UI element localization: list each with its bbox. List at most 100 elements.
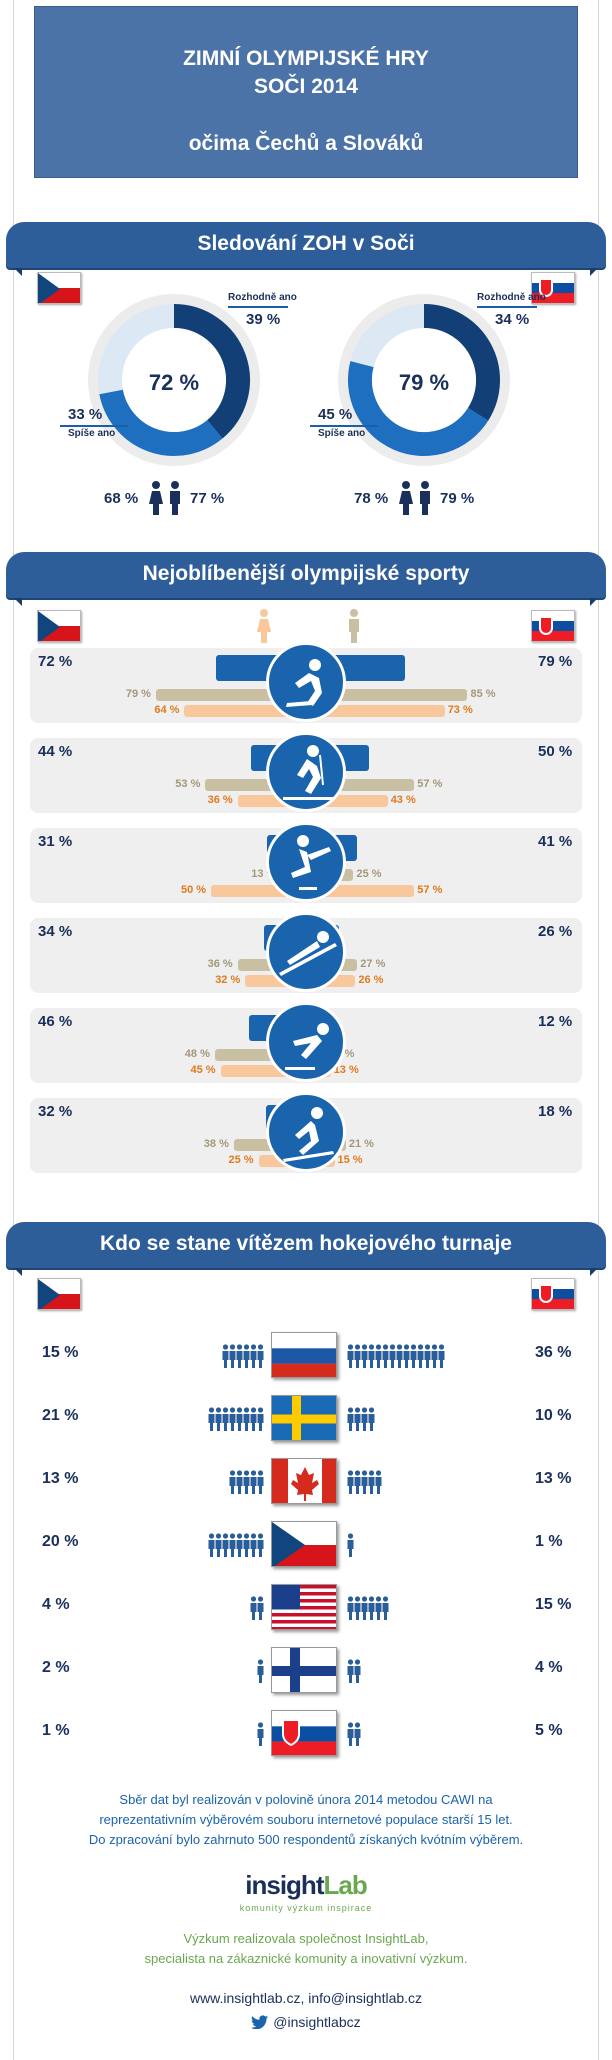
person-icon (222, 1533, 229, 1539)
finland-flag-graphic (272, 1648, 336, 1692)
ice-hockey-icon (286, 659, 322, 707)
sk-definitely-value: 34 % (495, 311, 530, 328)
person-icon-body (250, 1603, 257, 1620)
sport-male-cz-value: 45 % (190, 1064, 216, 1076)
czech-flag (271, 1521, 337, 1567)
person-icon-body (236, 1540, 243, 1557)
cz-donut-rather (99, 389, 223, 456)
person-icon-body (347, 1477, 354, 1494)
person-icon (347, 1596, 354, 1602)
logo-main: insight (245, 1870, 324, 1900)
person-icon-body (243, 1414, 250, 1431)
speed-skating-icon (285, 1023, 329, 1070)
person-icon (257, 1344, 264, 1350)
method-line-3: Do zpracování bylo zahrnuto 500 responde… (88, 1832, 524, 1847)
cz-definitely-label: Rozhodně ano (228, 292, 297, 303)
cz-women-value: 68 % (104, 490, 139, 507)
sport-female-cz-value: 38 % (203, 1138, 229, 1150)
person-icon (403, 1344, 410, 1350)
woman-legend-icon (257, 609, 271, 643)
person-icon (438, 1344, 445, 1350)
person-icon-body (368, 1351, 375, 1368)
cz-definitely-underline (228, 306, 288, 308)
people-icons (347, 1722, 361, 1746)
person-icon-body (250, 1414, 257, 1431)
sport-icon-circle (266, 642, 346, 722)
person-icon (354, 1407, 361, 1413)
person-icon (361, 1596, 368, 1602)
title-line-1: ZIMNÍ OLYMPIJSKÉ HRY (183, 47, 429, 70)
sk-rather-underline (310, 425, 378, 427)
alpine-skiing-icon (283, 1107, 334, 1162)
person-icon (243, 1533, 250, 1539)
usa-flag (271, 1584, 337, 1630)
russia-flag-graphic (272, 1333, 336, 1377)
people-icons (250, 1596, 264, 1620)
person-icon (257, 1407, 264, 1413)
person-icon-body (361, 1477, 368, 1494)
person-icon-body (361, 1603, 368, 1620)
team-cz-value: 21 % (42, 1407, 79, 1424)
sport-icon-circle (266, 732, 346, 812)
cz-donut-hole (122, 328, 226, 432)
person-icon (222, 1407, 229, 1413)
section-heading-watching: Sledování ZOH v Soči (6, 222, 606, 276)
team-sk-value: 36 % (535, 1344, 572, 1361)
slovakia-flag-graphic (272, 1711, 336, 1755)
person-icon-body (368, 1414, 375, 1431)
person-icon-body (389, 1351, 396, 1368)
credit-note: Výzkum realizovala společnost InsightLab… (30, 1929, 582, 1969)
person-icon (236, 1344, 243, 1350)
person-icon-body (236, 1477, 243, 1494)
contact-line[interactable]: www.insightlab.cz, info@insightlab.cz (189, 1990, 423, 2006)
person-icon-body (236, 1414, 243, 1431)
woman-icon (399, 481, 413, 515)
person-icon-body (257, 1603, 264, 1620)
finland-flag (271, 1647, 337, 1693)
person-icon-body (250, 1351, 257, 1368)
title-line-3: očima Čechů a Slováků (188, 132, 424, 155)
person-icon (257, 1533, 264, 1539)
person-icon (347, 1659, 354, 1665)
sport-female-sk-value: 27 % (360, 958, 386, 970)
figure-skating-icon (291, 835, 331, 890)
sport-sk-value: 26 % (538, 923, 573, 940)
person-icon (250, 1596, 257, 1602)
sport-sk-value: 50 % (538, 743, 573, 760)
sport-male-sk-value: 57 % (417, 884, 443, 896)
person-icon (368, 1470, 375, 1476)
sweden-flag (271, 1395, 337, 1441)
person-icon (229, 1344, 236, 1350)
sport-female-sk-value: 57 % (417, 778, 443, 790)
cz-definitely-value: 39 % (246, 311, 281, 328)
person-icon (250, 1407, 257, 1413)
person-icon (222, 1344, 229, 1350)
team-sk-value: 15 % (535, 1596, 572, 1613)
team-sk-value: 13 % (535, 1470, 572, 1487)
people-icons (257, 1722, 264, 1746)
person-icon (361, 1470, 368, 1476)
person-icon-body (375, 1351, 382, 1368)
sport-male-sk-value: 73 % (447, 704, 473, 716)
twitter-line[interactable]: @insightlabcz (30, 2014, 582, 2030)
cz-rather-underline (60, 425, 128, 427)
sk-donut-hole (372, 328, 476, 432)
person-icon-body (257, 1351, 264, 1368)
person-icon (368, 1344, 375, 1350)
sk-men-value: 79 % (440, 490, 475, 507)
czech-flag (37, 1278, 81, 1310)
credit-line-2: specialista na zákaznické komunity a ino… (144, 1951, 468, 1966)
person-icon (347, 1533, 354, 1539)
sk-total-value: 79 % (398, 370, 450, 395)
person-icon (396, 1344, 403, 1350)
person-icon (347, 1344, 354, 1350)
person-icon-body (208, 1414, 215, 1431)
team-cz-value: 4 % (42, 1596, 70, 1613)
sport-icon-circle (266, 1092, 346, 1172)
person-icon-body (354, 1351, 361, 1368)
people-icons (257, 1659, 264, 1683)
person-icon (347, 1470, 354, 1476)
sport-male-cz-value: 32 % (215, 974, 241, 986)
person-icon (243, 1407, 250, 1413)
sport-icon-circle (266, 1002, 346, 1082)
